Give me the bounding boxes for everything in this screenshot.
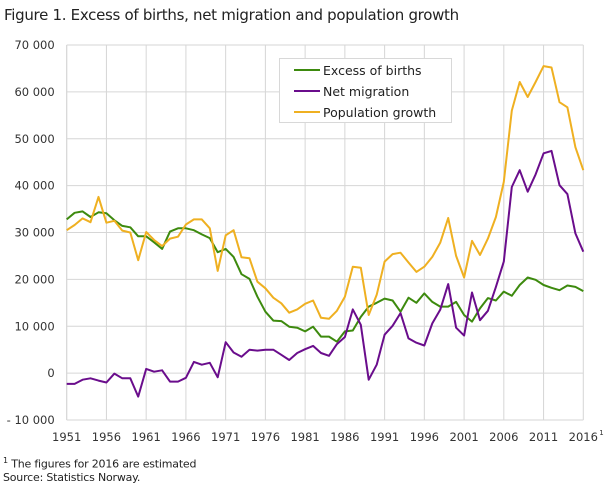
y-tick-label: 70 000 <box>14 38 54 52</box>
y-tick-label: 30 000 <box>14 226 54 240</box>
y-tick-label: 60 000 <box>14 85 54 99</box>
legend-item-population-growth: Population growth <box>282 102 436 122</box>
y-tick-label: 10 000 <box>14 319 54 333</box>
x-tick-label: 1981 <box>290 430 319 444</box>
series-line-population-growth <box>66 65 585 320</box>
x-tick-footnote-mark: 1 <box>599 429 603 437</box>
y-tick-label: 50 000 <box>14 132 54 146</box>
x-tick-label: 2006 <box>489 430 518 444</box>
x-tick-label: 1951 <box>52 430 81 444</box>
y-tick-label: 0 <box>47 366 54 380</box>
legend-swatch <box>294 69 320 71</box>
y-tick-label: - 10 000 <box>7 413 55 427</box>
x-tick-label: 1956 <box>92 430 121 444</box>
x-tick-label: 1996 <box>410 430 439 444</box>
footnote-mark: 1 <box>3 456 8 465</box>
x-tick-label: 1976 <box>251 430 280 444</box>
footnote-text: The figures for 2016 are estimated <box>11 457 197 471</box>
legend-item-net-migration: Net migration <box>282 81 409 101</box>
legend-label: Net migration <box>323 83 410 99</box>
x-tick-label: 1991 <box>370 430 399 444</box>
legend: Excess of births Net migration Populatio… <box>279 58 452 123</box>
x-tick-label: 1971 <box>211 430 240 444</box>
y-tick-label: 40 000 <box>14 179 54 193</box>
legend-label: Excess of births <box>323 62 422 78</box>
legend-label: Population growth <box>323 104 437 120</box>
legend-item-excess-of-births: Excess of births <box>282 60 422 80</box>
x-tick-label: 2011 <box>529 430 558 444</box>
legend-swatch <box>294 90 320 92</box>
x-tick-label: 1961 <box>132 430 161 444</box>
x-tick-label: 2016 <box>569 430 598 444</box>
source-note: Source: Statistics Norway. <box>3 471 141 484</box>
series-line-excess-of-births <box>66 210 584 343</box>
footnote: 1 The figures for 2016 are estimated <box>3 456 196 471</box>
x-tick-label: 2001 <box>449 430 478 444</box>
y-tick-label: 20 000 <box>14 272 54 286</box>
legend-swatch <box>294 111 320 113</box>
x-tick-label: 1966 <box>171 430 200 444</box>
series-line-net-migration <box>66 149 585 398</box>
x-tick-label: 1986 <box>330 430 359 444</box>
chart-title: Figure 1. Excess of births, net migratio… <box>4 6 459 24</box>
